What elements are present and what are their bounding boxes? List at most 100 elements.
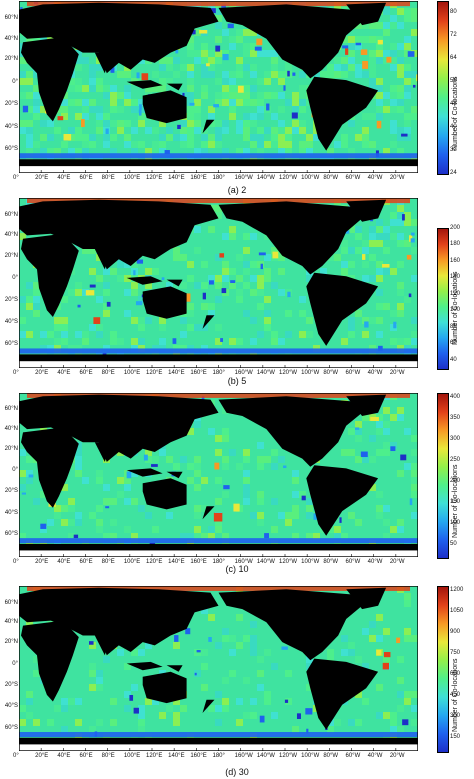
arctic-band	[26, 393, 411, 398]
ocean-cell	[369, 621, 376, 628]
ocean-cell	[75, 719, 82, 726]
ocean-cell	[187, 92, 194, 99]
ocean-cell	[82, 106, 89, 113]
lat-label: 20°N	[4, 445, 18, 452]
ocean-cell	[215, 22, 222, 29]
ocean-cell	[187, 463, 194, 470]
ocean-cell	[278, 268, 285, 275]
lon-label: 180°	[212, 753, 225, 759]
ocean-cell	[96, 106, 103, 113]
ocean-cell	[68, 519, 75, 526]
low-density-patch	[209, 280, 214, 285]
low-density-patch	[355, 42, 362, 46]
panel-a: Number of Co-locations 60°N 40°N 20°N 0° 20°…	[0, 0, 474, 195]
ocean-cell	[243, 127, 250, 134]
ocean-cell	[334, 540, 341, 547]
ocean-cell	[404, 64, 411, 71]
ocean-cell	[411, 449, 418, 456]
ocean-cell	[215, 36, 222, 43]
ocean-cell	[89, 726, 96, 733]
ocean-cell	[383, 233, 390, 240]
landmass	[202, 119, 215, 134]
ocean-cell	[334, 57, 341, 64]
ocean-cell	[201, 663, 208, 670]
ocean-cell	[285, 127, 292, 134]
ocean-cell	[145, 698, 152, 705]
ocean-cell	[355, 691, 362, 698]
ocean-cell	[257, 670, 264, 677]
ocean-cell	[26, 141, 33, 148]
ocean-cell	[397, 205, 404, 212]
ocean-cell	[75, 698, 82, 705]
ocean-cell	[47, 719, 54, 726]
colorbar-tick: 72	[450, 32, 457, 39]
colorbar-tick: 600	[450, 671, 461, 678]
ocean-cell	[397, 414, 404, 421]
ocean-cell	[215, 498, 222, 505]
ocean-cell	[201, 303, 208, 310]
lon-label: 100°E	[123, 753, 141, 759]
ocean-cell	[19, 331, 26, 338]
ocean-cell	[201, 155, 208, 162]
ocean-cell	[271, 712, 278, 719]
lon-label: 80°W	[323, 175, 339, 181]
lon-label: 20°W	[389, 175, 405, 181]
ocean-cell	[19, 449, 26, 456]
ocean-cell	[355, 247, 362, 254]
ocean-cell	[292, 155, 299, 162]
high-density-patch	[345, 48, 349, 55]
low-density-patch	[106, 301, 111, 307]
ocean-cell	[117, 71, 124, 78]
low-density-patch	[410, 238, 415, 243]
ocean-cell	[145, 155, 152, 162]
lon-label: 60°E	[79, 559, 93, 565]
ocean-cell	[264, 92, 271, 99]
low-density-patch	[161, 277, 165, 281]
ocean-cell	[187, 50, 194, 57]
ocean-cell	[271, 540, 278, 547]
ocean-cell	[194, 421, 201, 428]
panel-c: Number of Co-locations 60°N 40°N 20°N 0° 20°…	[0, 390, 474, 585]
ocean-cell	[47, 134, 54, 141]
ocean-cell	[47, 148, 54, 155]
lat-label: 60°N	[4, 599, 18, 606]
colorbar-tick: 100	[450, 520, 461, 527]
ocean-cell	[271, 282, 278, 289]
low-density-patch	[177, 124, 181, 130]
ocean-cell	[110, 498, 117, 505]
ocean-cell	[187, 85, 194, 92]
ocean-cell	[404, 85, 411, 92]
ocean-cell	[138, 719, 145, 726]
lat-label: 60°N	[4, 406, 18, 413]
ocean-cell	[201, 92, 208, 99]
ocean-cell	[250, 635, 257, 642]
ocean-cell	[124, 663, 131, 670]
ocean-cell	[292, 127, 299, 134]
ocean-cell	[152, 85, 159, 92]
lon-label: 140°E	[168, 753, 185, 759]
low-density-patch	[283, 85, 286, 91]
ocean-cell	[257, 491, 264, 498]
ocean-cell	[397, 92, 404, 99]
ocean-cell	[341, 134, 348, 141]
ocean-cell	[180, 134, 187, 141]
low-density-patch	[136, 259, 144, 264]
ocean-cell	[362, 71, 369, 78]
ocean-cell	[369, 57, 376, 64]
ocean-cell	[61, 99, 68, 106]
antarctica-edge	[19, 550, 418, 557]
landmass	[142, 90, 187, 124]
low-density-patch	[201, 396, 205, 402]
ocean-cell	[327, 656, 334, 663]
lon-label: 20°E	[35, 559, 49, 565]
ocean-cell	[264, 324, 271, 331]
landmass	[218, 396, 371, 467]
ocean-cell	[152, 698, 159, 705]
ocean-cell	[362, 36, 369, 43]
lon-label: 160°E	[190, 175, 207, 181]
ocean-cell	[187, 275, 194, 282]
ocean-cell	[131, 282, 138, 289]
ocean-cell	[243, 677, 250, 684]
ocean-cell	[26, 78, 33, 85]
colorbar-tick: 350	[450, 415, 461, 422]
